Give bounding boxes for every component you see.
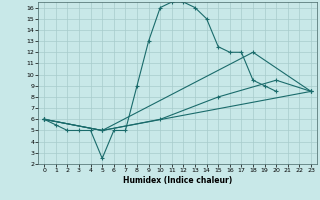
- X-axis label: Humidex (Indice chaleur): Humidex (Indice chaleur): [123, 176, 232, 185]
